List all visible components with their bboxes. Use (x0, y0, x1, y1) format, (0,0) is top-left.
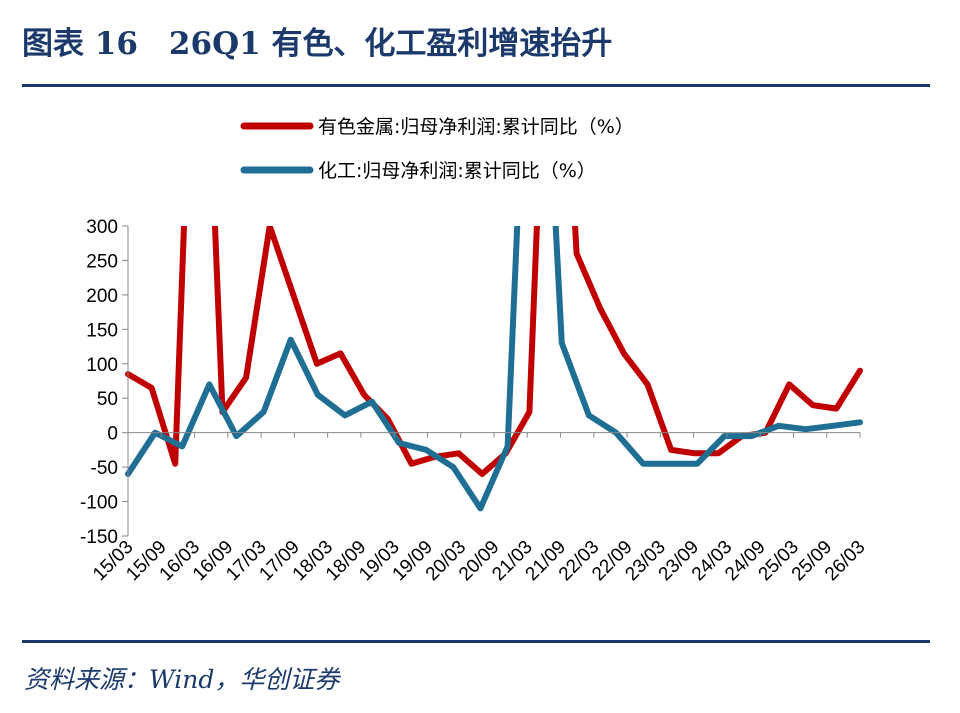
y-tick-label: -50 (91, 458, 118, 479)
series-line-1 (125, 226, 863, 477)
y-tick-label: 50 (97, 389, 118, 410)
y-tick-label: 100 (86, 355, 118, 376)
legend-label-2: 化工:归母净利润:累计同比（%） (318, 160, 596, 182)
chart-legend: 有色金属:归母净利润:累计同比（%） 化工:归母净利润:累计同比（%） (240, 116, 634, 182)
y-tick-label: -150 (80, 527, 118, 548)
title-divider (22, 84, 930, 87)
page-title: 图表 16 26Q1 有色、化工盈利增速抬升 (22, 26, 613, 62)
y-axis: 300 250 200 150 100 50 0 -50 -100 -150 (80, 217, 129, 548)
legend-label-1: 有色金属:归母净利润:累计同比（%） (318, 116, 634, 138)
footer-divider (22, 640, 930, 643)
line-chart: 有色金属:归母净利润:累计同比（%） 化工:归母净利润:累计同比（%） 300 25… (80, 116, 870, 585)
y-tick-label: -100 (80, 493, 118, 514)
plot-area (125, 226, 863, 512)
y-tick-label: 250 (86, 251, 118, 272)
y-tick-label: 200 (86, 286, 118, 307)
y-tick-label: 0 (107, 424, 118, 445)
y-tick-label: 150 (86, 320, 118, 341)
series-line-2 (125, 226, 863, 512)
source-note: 资料来源：Wind，华创证券 (24, 665, 340, 694)
y-tick-label: 300 (86, 217, 118, 238)
